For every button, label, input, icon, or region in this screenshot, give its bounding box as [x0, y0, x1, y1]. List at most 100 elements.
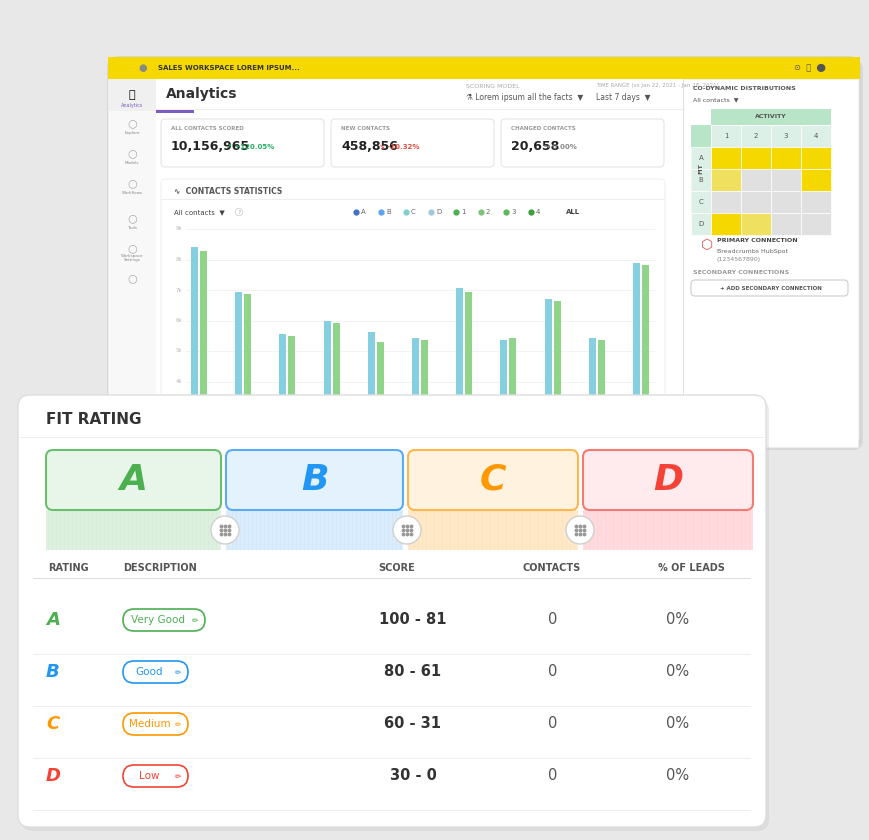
Bar [544, 300, 551, 417]
Bar [582, 510, 753, 550]
FancyBboxPatch shape [21, 399, 768, 831]
Text: ✏: ✏ [175, 668, 181, 676]
Bar [368, 333, 375, 417]
Bar [710, 213, 740, 235]
Text: SALES WORKSPACE LOREM IPSUM...: SALES WORKSPACE LOREM IPSUM... [158, 65, 300, 71]
Bar [597, 340, 604, 417]
Bar [156, 110, 194, 113]
Text: NEW CONTACTS: NEW CONTACTS [341, 127, 389, 132]
Text: 3k: 3k [175, 409, 182, 414]
Bar [690, 213, 710, 235]
FancyBboxPatch shape [111, 60, 862, 450]
Bar [332, 323, 339, 417]
Text: 0%: 0% [666, 717, 689, 732]
Bar [500, 340, 507, 417]
Bar [455, 288, 462, 417]
Text: 20,658: 20,658 [510, 140, 559, 154]
Bar [690, 147, 710, 169]
Bar [191, 248, 198, 417]
Bar [156, 79, 684, 109]
Bar [740, 191, 770, 213]
Bar [740, 169, 770, 191]
Text: ⊙  🔔  ⬤: ⊙ 🔔 ⬤ [793, 64, 825, 72]
Text: ⚗ Lorem ipsum all the facts  ▼: ⚗ Lorem ipsum all the facts ▼ [466, 93, 582, 102]
Text: ○: ○ [127, 213, 136, 223]
Text: 9k: 9k [175, 227, 182, 232]
Text: 2: 2 [486, 209, 490, 215]
Text: A: A [119, 463, 148, 497]
Text: 100 - 81: 100 - 81 [379, 612, 447, 627]
Text: Breadcrumbs HubSpot: Breadcrumbs HubSpot [716, 249, 787, 254]
Bar [108, 79, 156, 111]
Text: 5k: 5k [175, 349, 182, 354]
Text: Good: Good [136, 667, 163, 677]
Text: ○: ○ [127, 118, 136, 128]
Text: 0: 0 [547, 769, 557, 784]
Text: 80 - 61: 80 - 61 [384, 664, 441, 680]
Bar [108, 79, 156, 447]
Text: Low: Low [139, 771, 160, 781]
Bar [509, 338, 516, 417]
Bar [279, 334, 286, 417]
Bar [800, 125, 830, 147]
Text: Analytics: Analytics [121, 103, 143, 108]
Circle shape [566, 516, 594, 544]
Bar [770, 191, 800, 213]
Bar [18, 437, 765, 438]
Bar [710, 147, 740, 169]
Text: 0: 0 [547, 612, 557, 627]
Text: 10,156,965: 10,156,965 [171, 140, 250, 154]
Text: ↗ +120.05%: ↗ +120.05% [226, 144, 274, 150]
Text: 3: 3 [510, 209, 515, 215]
FancyBboxPatch shape [108, 57, 859, 79]
Text: 3: 3 [783, 133, 787, 139]
FancyBboxPatch shape [123, 713, 188, 735]
Bar [710, 109, 830, 125]
Text: All contacts  ▼: All contacts ▼ [174, 209, 224, 215]
Text: Models: Models [124, 161, 139, 165]
Text: 1: 1 [723, 133, 727, 139]
Text: 30 - 0: 30 - 0 [389, 769, 436, 784]
Text: ?: ? [237, 209, 241, 214]
Bar [633, 263, 640, 417]
Text: 📊: 📊 [129, 90, 136, 100]
Bar [200, 251, 207, 417]
Text: B: B [698, 177, 702, 183]
Text: + ADD SECONDARY CONNECTION: + ADD SECONDARY CONNECTION [719, 286, 820, 291]
FancyBboxPatch shape [330, 119, 494, 167]
Bar [412, 338, 419, 417]
Bar [235, 291, 242, 417]
Circle shape [393, 516, 421, 544]
Text: SCORING MODEL: SCORING MODEL [466, 83, 519, 88]
Text: 6k: 6k [175, 318, 182, 323]
Text: RATING: RATING [48, 563, 89, 573]
Text: (1234567890): (1234567890) [716, 258, 760, 262]
Bar [710, 191, 740, 213]
Text: ALL: ALL [566, 209, 580, 215]
Bar [641, 265, 648, 417]
Bar [108, 57, 859, 79]
Text: D: D [45, 767, 61, 785]
Text: ⬡: ⬡ [700, 238, 713, 252]
Bar [682, 79, 683, 447]
FancyBboxPatch shape [46, 450, 221, 510]
Text: 458,856: 458,856 [341, 140, 397, 154]
Text: All contacts  ▼: All contacts ▼ [693, 97, 738, 102]
Text: TIME RANGE (vs Jan 22, 2021 - Jan 28, 2021): TIME RANGE (vs Jan 22, 2021 - Jan 28, 20… [595, 83, 718, 88]
Text: Tools: Tools [127, 226, 136, 230]
Text: Workflows: Workflows [122, 191, 143, 195]
Bar [46, 510, 221, 550]
Bar [770, 147, 800, 169]
Text: 4: 4 [535, 209, 540, 215]
Text: 0%: 0% [666, 664, 689, 680]
Bar [156, 79, 684, 447]
Bar [800, 147, 830, 169]
FancyBboxPatch shape [123, 765, 188, 787]
Bar [690, 191, 710, 213]
Bar [376, 342, 383, 417]
Text: 60 - 31: 60 - 31 [384, 717, 441, 732]
Bar [710, 169, 740, 191]
FancyBboxPatch shape [408, 450, 577, 510]
Text: ●: ● [138, 63, 147, 73]
Text: 8k: 8k [175, 257, 182, 262]
